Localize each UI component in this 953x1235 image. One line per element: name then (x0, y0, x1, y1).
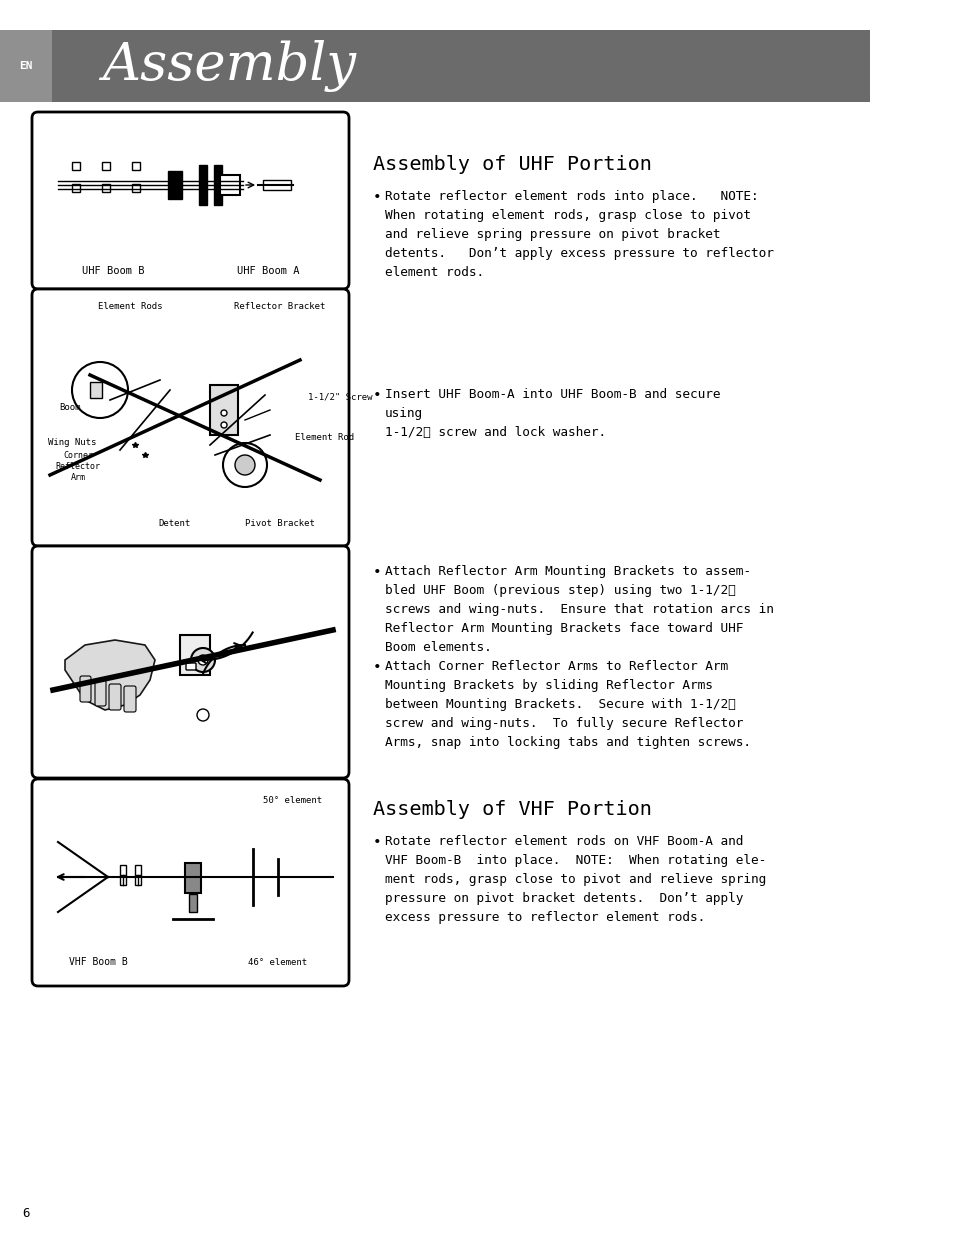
Bar (71, 162, 80, 170)
Polygon shape (65, 640, 154, 710)
Bar (189, 894, 196, 911)
Text: Rotate reflector element rods into place.   NOTE:
When rotating element rods, gr: Rotate reflector element rods into place… (385, 190, 773, 279)
Bar (132, 184, 140, 191)
Text: Corner
Reflector
Arm: Corner Reflector Arm (55, 451, 100, 482)
Text: VHF Boom B: VHF Boom B (69, 957, 128, 967)
FancyBboxPatch shape (32, 289, 349, 546)
Text: Insert UHF Boom-A into UHF Boom-B and secure
using
1-1/2ʺ screw and lock washer.: Insert UHF Boom-A into UHF Boom-B and se… (385, 388, 720, 438)
Circle shape (191, 648, 214, 672)
Bar (263, 180, 291, 190)
Text: Assembly of UHF Portion: Assembly of UHF Portion (373, 156, 651, 174)
Text: •: • (373, 190, 381, 204)
Circle shape (196, 709, 209, 721)
Bar (0, 30, 52, 103)
Text: Wing Nuts: Wing Nuts (48, 438, 96, 447)
Text: 50° element: 50° element (263, 797, 322, 805)
Bar (120, 876, 126, 885)
Text: Element Rods: Element Rods (97, 303, 162, 311)
Text: Assembly of VHF Portion: Assembly of VHF Portion (373, 800, 651, 819)
Text: 1-1/2" Screw: 1-1/2" Screw (308, 393, 372, 403)
Bar (132, 162, 140, 170)
Circle shape (221, 410, 227, 416)
Text: EN: EN (19, 61, 32, 70)
Text: •: • (373, 835, 381, 848)
FancyBboxPatch shape (80, 676, 91, 701)
FancyBboxPatch shape (109, 684, 121, 710)
FancyBboxPatch shape (32, 112, 349, 289)
FancyBboxPatch shape (186, 663, 195, 671)
Bar (185, 863, 201, 893)
Bar (220, 175, 240, 195)
Text: •: • (373, 388, 381, 403)
Text: Reflector Bracket: Reflector Bracket (234, 303, 325, 311)
Bar (213, 165, 222, 205)
FancyBboxPatch shape (124, 685, 136, 713)
Bar (180, 635, 210, 676)
Bar (102, 184, 110, 191)
Text: Attach Corner Reflector Arms to Reflector Arm
Mounting Brackets by sliding Refle: Attach Corner Reflector Arms to Reflecto… (385, 659, 750, 748)
Text: •: • (373, 659, 381, 674)
FancyBboxPatch shape (95, 680, 106, 706)
Bar (102, 162, 110, 170)
Text: Element Rod: Element Rod (294, 433, 354, 442)
Text: UHF Boom B: UHF Boom B (82, 266, 144, 275)
Text: UHF Boom A: UHF Boom A (236, 266, 299, 275)
Circle shape (198, 655, 208, 664)
Text: Detent: Detent (159, 519, 191, 529)
Text: •: • (373, 564, 381, 579)
Bar (90, 382, 102, 398)
Text: Boom: Boom (59, 403, 81, 412)
FancyBboxPatch shape (32, 779, 349, 986)
Text: 6: 6 (22, 1207, 30, 1220)
FancyBboxPatch shape (32, 546, 349, 778)
Circle shape (234, 454, 254, 475)
Bar (120, 864, 126, 876)
Text: Rotate reflector element rods on VHF Boom-A and
VHF Boom-B  into place.  NOTE:  : Rotate reflector element rods on VHF Boo… (385, 835, 765, 924)
Circle shape (71, 362, 128, 417)
Bar (199, 165, 207, 205)
Bar (168, 170, 182, 199)
Text: Pivot Bracket: Pivot Bracket (245, 519, 314, 529)
Text: Attach Reflector Arm Mounting Brackets to assem-
bled UHF Boom (previous step) u: Attach Reflector Arm Mounting Brackets t… (385, 564, 773, 655)
Bar (52, 30, 869, 103)
Circle shape (223, 443, 267, 487)
Bar (71, 184, 80, 191)
Circle shape (221, 422, 227, 429)
Bar (210, 385, 237, 435)
Text: Assembly: Assembly (102, 40, 355, 91)
Bar (135, 876, 141, 885)
Text: 46° element: 46° element (248, 958, 307, 967)
Bar (135, 864, 141, 876)
